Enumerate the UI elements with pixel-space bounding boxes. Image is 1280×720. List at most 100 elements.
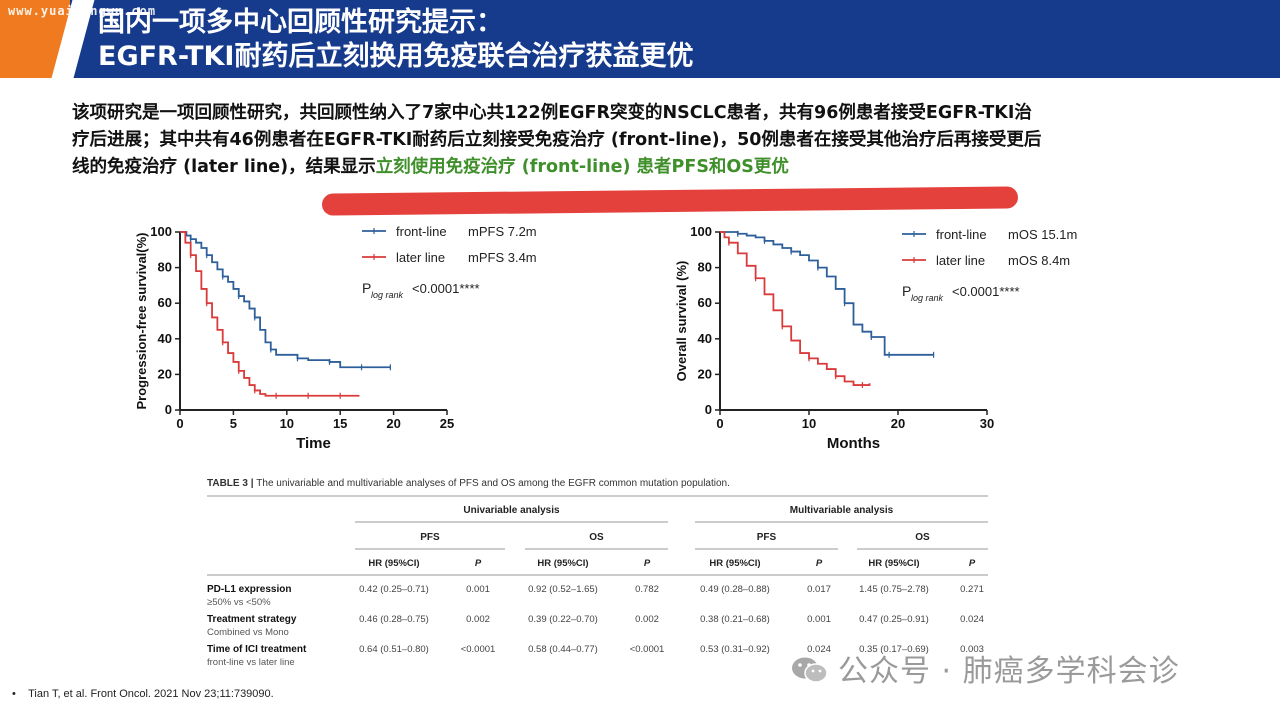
y-tick-label: 20 [698,366,712,381]
row-label: Time of ICI treatment [207,644,307,655]
table-cell: 1.45 (0.75–2.78) [859,584,929,595]
y-axis-label: Overall survival (%) [674,261,689,382]
x-tick-label: 20 [386,416,400,431]
legend-label: front-line [936,227,987,242]
table-cell: 0.64 (0.51–0.80) [359,644,429,655]
reference-text: Tian T, et al. Front Oncol. 2021 Nov 23;… [28,688,274,700]
para-line-3: 线的免疫治疗 (later line)，结果显示立刻使用免疫治疗 (front-… [72,154,1232,181]
y-tick-label: 0 [165,402,172,417]
sub-header: OS [589,532,604,543]
p-value-prefix: P [902,283,911,299]
column-header: HR (95%CI) [709,558,760,569]
table-cell: 0.271 [960,584,984,595]
table-cell: 0.002 [635,614,659,625]
table-cell: 0.49 (0.28–0.88) [700,584,770,595]
wechat-watermark: 公众号 · 肺癌多学科会诊 [790,646,1180,690]
series-line-later-line [720,231,871,386]
site-watermark: www.yuaigongwu.com [8,4,157,18]
series-line-later-line [180,231,360,397]
table-cell: 0.017 [807,584,831,595]
para-highlight: 立刻使用免疫治疗 (front-line) 患者PFS和OS更优 [375,157,789,177]
page-title: 国内一项多中心回顾性研究提示： EGFR-TKI耐药后立刻换用免疫联合治疗获益更… [98,6,693,74]
sub-header: PFS [757,532,777,543]
p-value: <0.0001**** [952,284,1020,299]
table-cell: 0.001 [466,584,490,595]
table-cell: <0.0001 [630,644,665,655]
table-cell: 0.38 (0.21–0.68) [700,614,770,625]
table-cell: 0.42 (0.25–0.71) [359,584,429,595]
group-header: Multivariable analysis [790,505,894,516]
column-header: P [644,558,651,569]
table-cell: 0.47 (0.25–0.91) [859,614,929,625]
x-tick-label: 5 [230,416,237,431]
x-tick-label: 0 [176,416,183,431]
p-value: <0.0001**** [412,281,480,296]
legend-label: later line [936,253,985,268]
x-tick-label: 10 [280,416,294,431]
os-chart: 0 10 20 30 0 20 40 60 80 100 Months Overall surviva… [674,224,1077,452]
para-line-2: 疗后进展；其中共有46例患者在EGFR-TKI耐药后立刻接受免疫治疗 (fron… [72,130,1042,150]
table-caption-label: TABLE 3 | [207,478,256,489]
table-cell: 0.003 [960,644,984,655]
table-cell: 0.46 (0.28–0.75) [359,614,429,625]
p-value-subscript: log rank [371,290,404,300]
legend-label: front-line [396,224,447,239]
y-tick-label: 60 [698,295,712,310]
row-label: Treatment strategy [207,614,297,625]
table-cell: 0.782 [635,584,659,595]
column-header: P [969,558,976,569]
series-line-front-line [180,231,391,369]
legend-stat: mPFS 7.2m [468,224,537,239]
row-sublabel: Combined vs Mono [207,627,289,638]
table-cell: 0.92 (0.52–1.65) [528,584,598,595]
series-line-front-line [720,231,934,356]
x-axis-label: Months [827,435,880,452]
p-value-prefix: P [362,280,371,296]
y-tick-label: 80 [698,260,712,275]
table-cell: 0.024 [807,644,831,655]
column-header: HR (95%CI) [368,558,419,569]
x-tick-label: 25 [440,416,454,431]
y-tick-label: 80 [158,260,172,275]
row-label: PD-L1 expression [207,584,291,595]
table-cell: 0.53 (0.31–0.92) [700,644,770,655]
x-tick-label: 20 [891,416,905,431]
x-tick-label: 30 [980,416,994,431]
reference-citation: • Tian T, et al. Front Oncol. 2021 Nov 2… [12,688,274,700]
legend-label: later line [396,250,445,265]
p-value-subscript: log rank [911,293,944,303]
table-cell: 0.35 (0.17–0.69) [859,644,929,655]
table-cell: 0.39 (0.22–0.70) [528,614,598,625]
y-tick-label: 20 [158,366,172,381]
wechat-icon [790,655,830,685]
legend-stat: mPFS 3.4m [468,250,537,265]
column-header: P [816,558,823,569]
column-header: P [475,558,482,569]
legend-stat: mOS 15.1m [1008,227,1077,242]
pfs-chart: 0 5 10 15 20 25 0 20 40 60 80 100 Time Progression-fr… [134,224,537,452]
x-tick-label: 0 [716,416,723,431]
y-tick-label: 60 [158,295,172,310]
column-header: HR (95%CI) [537,558,588,569]
y-tick-label: 40 [698,331,712,346]
table-cell: 0.024 [960,614,984,625]
header-banner: www.yuaigongwu.com 国内一项多中心回顾性研究提示： EGFR-… [0,0,1280,78]
red-underline-stroke [321,186,1019,216]
sub-header: OS [915,532,930,543]
row-sublabel: front-line vs later line [207,657,295,668]
table-cell: 0.002 [466,614,490,625]
table-caption-text: The univariable and multivariable analys… [256,478,730,489]
y-tick-label: 100 [690,224,712,239]
group-header: Univariable analysis [463,505,560,516]
table-cell: 0.001 [807,614,831,625]
column-header: HR (95%CI) [868,558,919,569]
table-caption: TABLE 3 | The univariable and multivaria… [207,478,730,489]
sub-header: PFS [420,532,440,543]
y-axis-label: Progression-free survival(%) [134,232,149,409]
legend-stat: mOS 8.4m [1008,253,1070,268]
reference-bullet: • [12,688,16,700]
y-tick-label: 100 [150,224,172,239]
table-cell: <0.0001 [461,644,496,655]
para-line-3-plain: 线的免疫治疗 (later line)，结果显示 [72,157,376,177]
table-cell: 0.58 (0.44–0.77) [528,644,598,655]
